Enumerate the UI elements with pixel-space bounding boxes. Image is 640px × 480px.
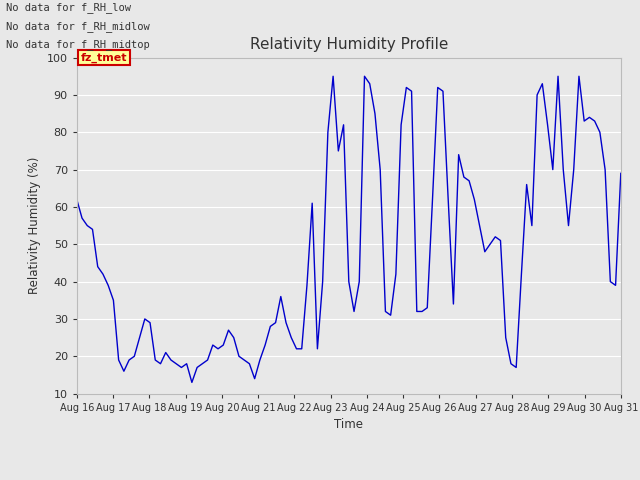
- Text: No data for f_RH_midlow: No data for f_RH_midlow: [6, 21, 150, 32]
- Text: No data for f_RH_low: No data for f_RH_low: [6, 2, 131, 13]
- X-axis label: Time: Time: [334, 418, 364, 431]
- Title: Relativity Humidity Profile: Relativity Humidity Profile: [250, 37, 448, 52]
- Y-axis label: Relativity Humidity (%): Relativity Humidity (%): [28, 157, 41, 294]
- Text: No data for f_RH_midtop: No data for f_RH_midtop: [6, 39, 150, 50]
- Text: fz_tmet: fz_tmet: [81, 52, 127, 63]
